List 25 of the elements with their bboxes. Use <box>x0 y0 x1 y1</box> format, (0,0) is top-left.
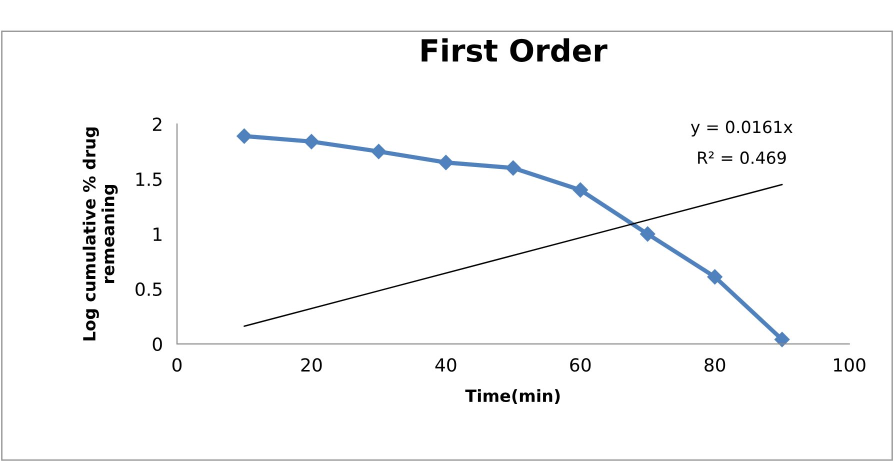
chart-title: First Order <box>422 38 608 62</box>
point <box>304 134 320 150</box>
y-axis-title: Log cumulative % drug remeaning <box>82 127 118 340</box>
x-tick-label: 0 <box>172 358 182 372</box>
point <box>774 332 790 348</box>
y-tick-label: 2 <box>152 117 162 131</box>
point <box>371 144 386 160</box>
y-tick-label: 0 <box>152 337 162 352</box>
y-tick-label: 1.5 <box>136 172 162 186</box>
point <box>640 226 656 242</box>
y-tick-label: 1 <box>154 228 162 241</box>
y-tick-label: 0.5 <box>136 282 162 296</box>
x-tick-label: 100 <box>834 358 866 372</box>
point <box>438 154 454 170</box>
point <box>506 160 521 176</box>
x-tick-label: 60 <box>570 358 591 372</box>
x-tick-label: 80 <box>704 358 726 372</box>
x-axis-title: Time(min) <box>465 389 560 404</box>
point <box>707 269 722 284</box>
point <box>236 128 252 144</box>
x-tick-label: 40 <box>435 358 456 372</box>
x-tick-label: 20 <box>301 358 322 372</box>
annotation: y = 0.0161x <box>690 120 792 136</box>
point <box>572 182 588 198</box>
annotation: R² = 0.469 <box>698 151 786 164</box>
